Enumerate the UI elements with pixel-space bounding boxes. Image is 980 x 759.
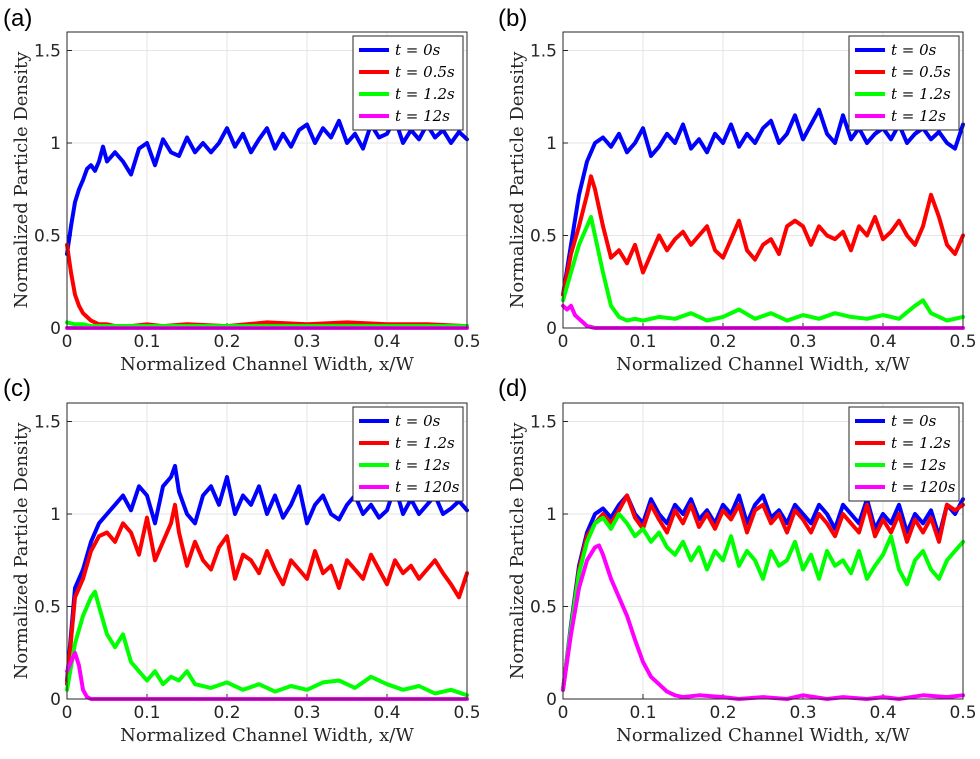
series-line-2 [65,502,469,687]
series-line-2 [561,174,965,297]
series-line-3 [561,512,965,692]
x-tick-label: 0.3 [789,332,816,352]
panel-label: (d) [498,375,527,402]
x-tick-label: 0.1 [133,703,160,723]
legend-label: t = 12s [891,456,946,474]
x-tick-label: 0.4 [869,332,896,352]
axes-frame [66,31,468,329]
x-axis-label: Normalized Channel Width, x/W [616,725,910,746]
legend-label: t = 12s [891,107,946,125]
x-tick-label: 0.5 [453,703,480,723]
legend-label: t = 120s [891,478,956,496]
axes-frame [66,402,468,700]
legend-label: t = 0s [891,41,937,59]
legend-label: t = 0s [891,412,937,430]
x-tick-label: 0.4 [373,703,400,723]
legend-label: t = 0s [395,412,441,430]
legend-label: t = 12s [395,456,450,474]
y-axis-label: Normalized Particle Density [507,51,528,309]
y-tick-label: 0 [50,690,61,710]
x-tick-label: 0.3 [293,332,320,352]
x-tick-label: 0.5 [949,332,976,352]
x-tick-label: 0 [558,703,569,723]
series-line-2 [561,493,965,692]
legend-label: t = 0.5s [395,63,455,81]
x-tick-label: 0.1 [629,703,656,723]
y-tick-label: 0 [50,319,61,339]
y-tick-label: 0.5 [530,598,557,618]
panel-c: 0 0.1 0.2 0.3 0.4 0.5 0 0.5 1 1.5 t = 0s t = 1.2s t … [3,375,481,746]
x-tick-label: 0.1 [629,332,656,352]
legend-label: t = 12s [395,107,450,125]
legend-label: t = 1.2s [395,85,455,103]
y-tick-label: 1.5 [530,42,557,62]
y-axis-label: Normalized Particle Density [507,422,528,680]
y-tick-label: 1 [50,134,61,154]
x-tick-label: 0 [62,332,73,352]
y-tick-label: 0.5 [34,227,61,247]
legend-label: t = 0s [395,41,441,59]
series-line-3 [65,589,469,698]
x-tick-label: 0.1 [133,332,160,352]
y-axis-label: Normalized Particle Density [11,51,32,309]
x-tick-label: 0.2 [213,332,240,352]
axes-frame [562,31,964,329]
x-tick-label: 0.2 [709,332,736,352]
legend-label: t = 0.5s [891,63,951,81]
x-tick-label: 0.2 [709,703,736,723]
x-axis-label: Normalized Channel Width, x/W [616,354,910,375]
legend-label: t = 1.2s [891,85,951,103]
y-tick-label: 1 [50,505,61,525]
panel-d: 0 0.1 0.2 0.3 0.4 0.5 0 0.5 1 1.5 t = 0s t = 1.2s t … [498,375,977,746]
y-tick-label: 1.5 [34,413,61,433]
panel-b: 0 0.1 0.2 0.3 0.4 0.5 0 0.5 1 1.5 t = 0s t = 0.5s t … [498,5,977,375]
x-tick-label: 0.2 [213,703,240,723]
series-line-3 [561,215,965,323]
x-tick-label: 0.3 [789,703,816,723]
legend-label: t = 1.2s [891,434,951,452]
x-axis-label: Normalized Channel Width, x/W [120,354,414,375]
panel-label: (a) [3,5,32,32]
y-tick-label: 0.5 [530,227,557,247]
y-tick-label: 0.5 [34,598,61,618]
x-tick-label: 0.4 [869,703,896,723]
panel-label: (c) [3,375,31,402]
x-tick-label: 0.4 [373,332,400,352]
axes-frame [562,402,964,700]
x-axis-label: Normalized Channel Width, x/W [120,725,414,746]
y-tick-label: 0 [546,319,557,339]
legend-label: t = 1.2s [395,434,455,452]
y-tick-label: 1.5 [34,42,61,62]
y-tick-label: 1 [546,134,557,154]
y-axis-label: Normalized Particle Density [11,422,32,680]
y-tick-label: 1.5 [530,413,557,433]
y-tick-label: 1 [546,505,557,525]
x-tick-label: 0 [62,703,73,723]
x-tick-label: 0 [558,332,569,352]
y-tick-label: 0 [546,690,557,710]
panel-label: (b) [498,5,527,32]
panel-a: 0 0.1 0.2 0.3 0.4 0.5 0 0.5 1 1.5 t = 0s t = 0.5s t … [3,5,481,375]
x-tick-label: 0.5 [453,332,480,352]
x-tick-label: 0.5 [949,703,976,723]
legend-label: t = 120s [395,478,460,496]
x-tick-label: 0.3 [293,703,320,723]
